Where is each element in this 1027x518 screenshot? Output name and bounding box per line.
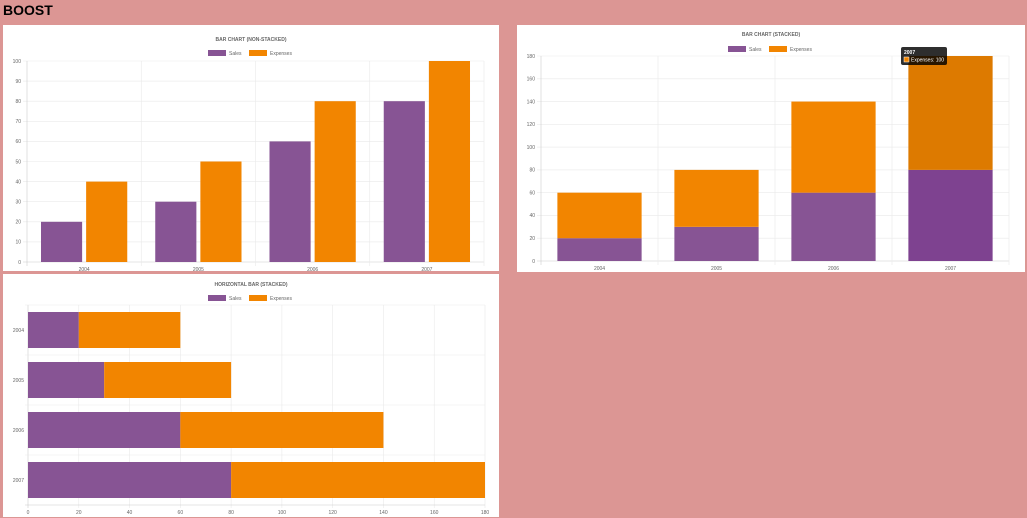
tooltip-swatch (903, 56, 910, 63)
x-tick-label: 0 (27, 510, 30, 516)
bar-sales-2006[interactable] (791, 192, 876, 261)
legend-label-expenses[interactable]: Expenses (270, 51, 292, 57)
bar-expenses-2005[interactable] (200, 161, 242, 263)
y-tick-label: 140 (527, 99, 536, 105)
y-tick-label: 90 (15, 79, 21, 85)
legend-swatch-expenses[interactable] (769, 46, 787, 52)
y-tick-label: 0 (18, 260, 21, 266)
x-tick-label: 2004 (79, 267, 90, 271)
bar-sales-2006[interactable] (269, 141, 311, 262)
y-tick-label: 20 (15, 220, 21, 226)
y-tick-label: 40 (15, 179, 21, 185)
y-tick-label: 160 (527, 77, 536, 83)
bar-expenses-2006[interactable] (314, 101, 356, 262)
bar-sales-2007[interactable] (383, 101, 425, 262)
bar-expenses-2005[interactable] (104, 362, 232, 398)
tooltip-label: Expenses: 100 (911, 58, 944, 64)
y-tick-label: 100 (527, 145, 536, 151)
y-tick-label: 2007 (13, 478, 24, 484)
bar-expenses-2006[interactable] (180, 412, 384, 448)
y-tick-label: 2004 (13, 328, 24, 334)
y-tick-label: 100 (13, 59, 22, 65)
y-tick-label: 80 (529, 168, 535, 174)
bar-expenses-2007[interactable] (428, 61, 471, 262)
x-tick-label: 140 (379, 510, 388, 516)
y-tick-label: 2005 (13, 378, 24, 384)
x-tick-label: 160 (430, 510, 439, 516)
legend-swatch-sales[interactable] (208, 295, 226, 301)
tooltip-title: 2007 (904, 50, 915, 56)
legend-label-expenses[interactable]: Expenses (270, 296, 292, 302)
y-tick-label: 180 (527, 54, 536, 60)
y-tick-label: 120 (527, 122, 536, 128)
y-tick-label: 10 (15, 240, 21, 246)
horizontal-bar-stacked: HORIZONTAL BAR (STACKED) Sales Expenses 0 2… (13, 282, 490, 516)
x-tick-label: 20 (76, 510, 82, 516)
bar-sales-2005[interactable] (674, 226, 759, 261)
bar-sales-2004[interactable] (557, 238, 642, 261)
bar-sales-2004[interactable] (28, 312, 79, 348)
legend-swatch-sales[interactable] (728, 46, 746, 52)
legend-label-expenses[interactable]: Expenses (790, 47, 812, 53)
bar-expenses-2004[interactable] (78, 312, 181, 348)
x-tick-label: 2006 (307, 267, 318, 271)
x-tick-label: 2005 (711, 266, 722, 272)
bar-sales-2007[interactable] (908, 169, 993, 261)
y-tick-label: 40 (529, 213, 535, 219)
x-tick-label: 2005 (193, 267, 204, 271)
chart-title: BAR CHART (STACKED) (742, 32, 801, 38)
bar-chart-stacked: BAR CHART (STACKED) Sales Expenses 0 20 40 60… (527, 32, 1010, 272)
x-tick-label: 2007 (421, 267, 432, 271)
y-tick-label: 50 (15, 159, 21, 165)
y-tick-label: 20 (529, 236, 535, 242)
bar-sales-2006[interactable] (28, 412, 181, 448)
y-tick-label: 0 (532, 259, 535, 265)
legend-label-sales[interactable]: Sales (229, 296, 242, 302)
bar-chart-non-stacked-panel: BAR CHART (NON-STACKED) Sales Expenses 0 10… (3, 25, 499, 271)
legend-label-sales[interactable]: Sales (749, 47, 762, 53)
bar-expenses-2004[interactable] (86, 181, 128, 262)
chart-title: HORIZONTAL BAR (STACKED) (214, 282, 287, 288)
bar-chart-non-stacked: BAR CHART (NON-STACKED) Sales Expenses 0 10… (13, 37, 485, 271)
horizontal-bar-stacked-panel: HORIZONTAL BAR (STACKED) Sales Expenses 0 2… (3, 274, 499, 517)
x-tick-label: 2004 (594, 266, 605, 272)
bar-expenses-2005[interactable] (674, 169, 759, 227)
tooltip-box (901, 47, 947, 65)
x-tick-label: 2007 (945, 266, 956, 272)
bar-expenses-2004[interactable] (557, 192, 642, 239)
y-tick-label: 60 (529, 190, 535, 196)
y-tick-label: 60 (15, 139, 21, 145)
x-tick-label: 60 (178, 510, 184, 516)
bar-expenses-2007[interactable] (231, 462, 485, 498)
y-tick-label: 70 (15, 119, 21, 125)
chart-title: BAR CHART (NON-STACKED) (215, 37, 286, 43)
x-tick-label: 120 (328, 510, 337, 516)
x-tick-label: 2006 (828, 266, 839, 272)
legend-swatch-sales[interactable] (208, 50, 226, 56)
x-tick-label: 80 (228, 510, 234, 516)
bar-sales-2004[interactable] (40, 221, 83, 262)
legend-swatch-expenses[interactable] (249, 295, 267, 301)
bar-chart-stacked-panel: BAR CHART (STACKED) Sales Expenses 0 20 40 60… (517, 25, 1025, 272)
page-title: BOOST (3, 2, 53, 18)
bar-sales-2005[interactable] (28, 362, 105, 398)
x-tick-label: 40 (127, 510, 133, 516)
y-tick-label: 80 (15, 99, 21, 105)
y-tick-label: 30 (15, 200, 21, 206)
x-tick-label: 100 (278, 510, 287, 516)
bar-sales-2005[interactable] (155, 201, 197, 262)
bar-expenses-2007[interactable] (908, 56, 993, 170)
y-tick-label: 2006 (13, 428, 24, 434)
legend-swatch-expenses[interactable] (249, 50, 267, 56)
bar-expenses-2006[interactable] (791, 101, 876, 193)
legend-label-sales[interactable]: Sales (229, 51, 242, 57)
x-tick-label: 180 (481, 510, 490, 516)
bar-sales-2007[interactable] (28, 462, 232, 498)
chart-tooltip: 2007 Expenses: 100 (901, 47, 947, 65)
